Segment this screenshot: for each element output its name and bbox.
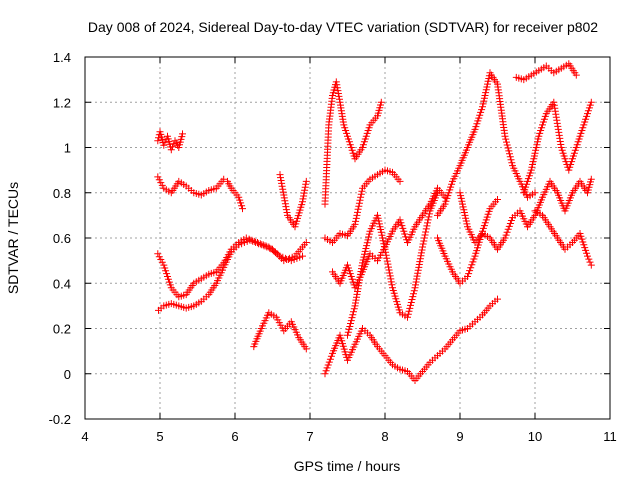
data-points (531, 207, 595, 269)
series-arc-12 (434, 196, 501, 287)
y-tick-label: 0.6 (53, 231, 71, 246)
data-points (520, 98, 595, 197)
x-tick-label: 4 (81, 429, 88, 444)
data-points (250, 309, 310, 353)
data-points (154, 128, 186, 154)
data-points (155, 236, 310, 314)
x-tick-label: 5 (156, 429, 163, 444)
series-arc-11 (344, 189, 441, 339)
y-tick-label: 1 (64, 141, 71, 156)
y-tick-label: 0 (64, 367, 71, 382)
data-points (434, 196, 501, 287)
y-tick-label: -0.2 (49, 412, 71, 427)
series-arc-9 (321, 166, 404, 246)
x-tick-label: 7 (306, 429, 313, 444)
series-arc-6 (276, 171, 310, 231)
x-tick-label: 8 (381, 429, 388, 444)
x-axis-title: GPS time / hours (294, 458, 401, 474)
y-tick-label: 0.8 (53, 186, 71, 201)
data-points (276, 171, 310, 231)
gridlines (85, 57, 610, 419)
x-tick-label: 9 (456, 429, 463, 444)
chart-title: Day 008 of 2024, Sidereal Day-to-day VTE… (88, 19, 598, 35)
series-arc-3 (154, 234, 306, 301)
y-tick-label: 1.4 (53, 50, 71, 65)
y-axis-title: SDTVAR / TECUs (5, 182, 21, 294)
data-marks (154, 60, 595, 384)
data-points (434, 69, 539, 219)
data-points (329, 184, 449, 292)
y-tick-labels: -0.2 0 0.2 0.4 0.6 0.8 1 1.2 1.4 (49, 50, 71, 427)
series-arc-5 (250, 309, 310, 353)
data-points (321, 295, 501, 384)
x-tick-label: 6 (231, 429, 238, 444)
data-points (344, 189, 441, 339)
series-arc-4 (155, 236, 310, 314)
series-arc-17 (531, 207, 595, 269)
plot-frame (84, 56, 611, 420)
y-tick-label: 1.2 (53, 95, 71, 110)
x-tick-labels: 4 5 6 7 8 9 10 11 (81, 429, 616, 444)
y-tick-label: 0.4 (53, 276, 71, 291)
series-arc-1 (154, 128, 186, 154)
series-arc-16 (520, 98, 595, 197)
x-tick-label: 10 (528, 429, 542, 444)
series-arc-15 (512, 60, 580, 84)
data-points (321, 78, 385, 208)
series-arc-8 (321, 78, 385, 208)
data-points (321, 166, 404, 246)
data-points (154, 173, 246, 213)
x-tick-label: 11 (603, 429, 617, 444)
data-points (154, 234, 306, 301)
series-arc-10 (329, 184, 449, 292)
y-tick-label: 0.2 (53, 322, 71, 337)
series-arc-2 (154, 173, 246, 213)
series-arc-7 (321, 295, 501, 384)
series-arc-13 (434, 69, 539, 219)
data-points (512, 60, 580, 84)
